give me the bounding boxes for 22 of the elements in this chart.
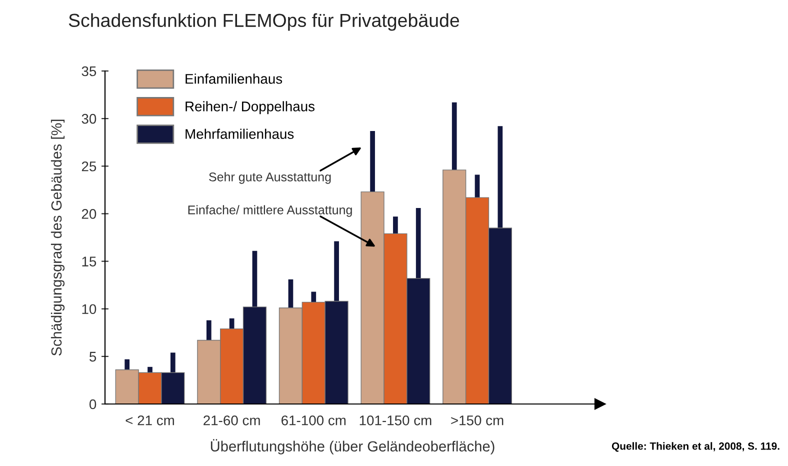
x-axis-title: Überflutungshöhe (über Geländeoberfläche) [210,439,494,454]
annotation: Sehr gute Ausstattung [209,172,331,184]
legend-label: Reihen-/ Doppelhaus [186,101,315,114]
y-tick-label: 20 [82,209,96,219]
y-tick-label: 5 [90,352,96,362]
y-axis-title: Schädigungsgrad des Gebäudes [%] [50,120,65,356]
y-tick-label: 30 [82,114,96,124]
annotation: Einfache/ mittlere Ausstattung [188,205,352,217]
y-tick-label: 25 [82,161,96,172]
source-note: Quelle: Thieken et al, 2008, S. 119. [612,442,780,452]
x-tick-label: 21-60 cm [204,415,260,426]
chart-title: Schadensfunktion FLEMOps für Privatgebäude [68,13,460,31]
y-tick-label: 35 [82,66,96,76]
legend-label: Mehrfamilienhaus [186,128,294,139]
legend-label: Einfamilienhaus [186,74,282,84]
x-tick-label: < 21 cm [126,415,174,426]
x-tick-label: 101-150 cm [360,415,432,426]
x-tick-label: 61-100 cm [282,415,346,426]
x-tick-label: >150 cm [451,415,504,426]
y-tick-label: 15 [82,256,96,266]
y-tick-label: 10 [82,304,96,314]
y-tick-label: 0 [89,399,96,410]
